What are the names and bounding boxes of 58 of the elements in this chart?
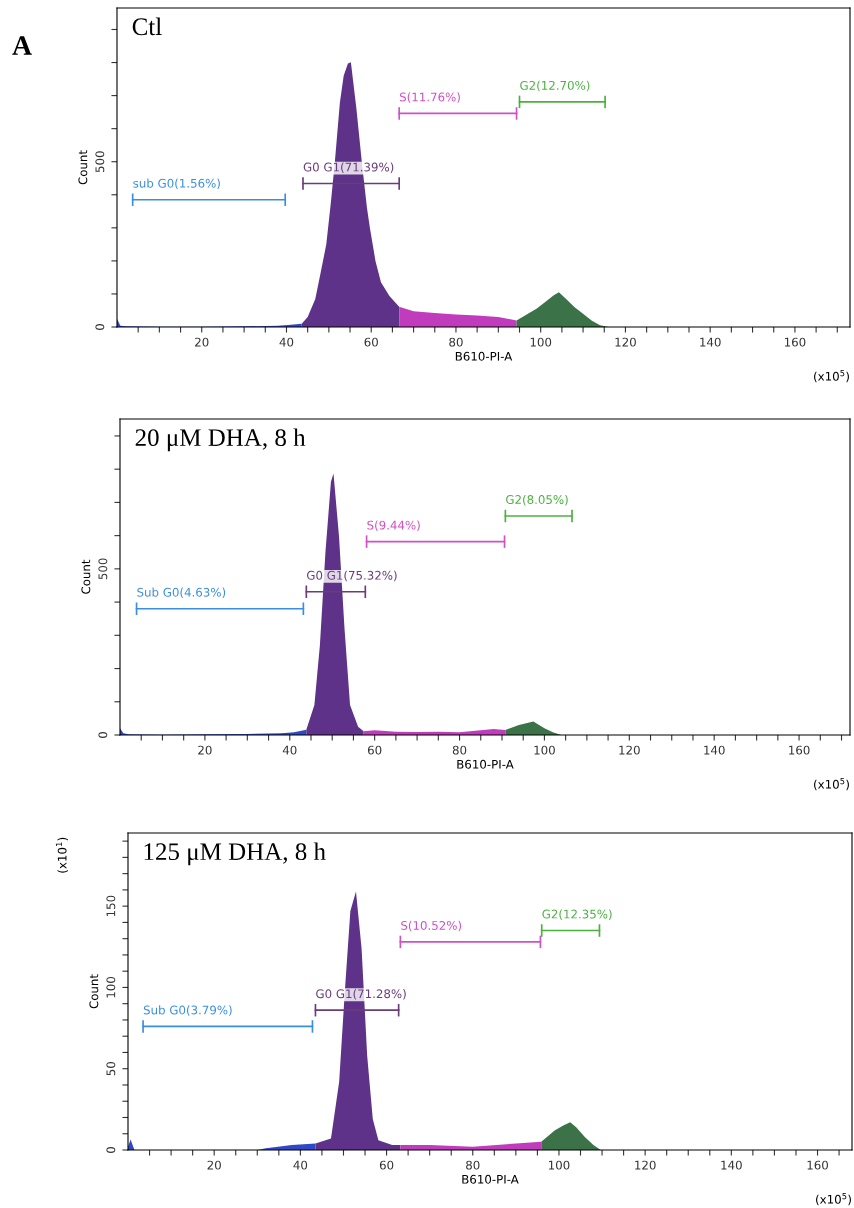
x-tick-label: 40 xyxy=(282,745,297,755)
y-axis-title: Count xyxy=(78,150,88,185)
y-tick-label: 50 xyxy=(106,1061,116,1076)
x-tick-label: 20 xyxy=(198,745,212,755)
x-tick-label: 60 xyxy=(367,745,382,755)
series-label: Sub G0(3.79%) xyxy=(143,1005,232,1016)
series-label: G0 G1(71.39%) xyxy=(303,162,394,173)
x-tick-label: 80 xyxy=(452,745,467,755)
x-tick-label: 160 xyxy=(807,1160,829,1170)
y-tick-label: 100 xyxy=(106,976,116,998)
x-tick-label: 80 xyxy=(466,1160,480,1170)
x-axis-title: B610-PI-A xyxy=(455,351,513,361)
series-label: Sub G0(4.63%) xyxy=(137,587,226,599)
x-tick-label: 140 xyxy=(704,745,725,755)
series-label: sub G0(1.56%) xyxy=(133,178,220,190)
x-tick-label: 40 xyxy=(279,337,294,347)
x-axis-title: B610-PI-A xyxy=(462,1174,519,1184)
x-tick-label: 80 xyxy=(449,337,463,347)
x-tick-label: 60 xyxy=(379,1160,394,1170)
x-axis-title: B610-PI-A xyxy=(457,759,514,769)
series-label: G0 G1(75.32%) xyxy=(306,570,397,582)
y-tick-label: 0 xyxy=(95,324,105,330)
x-tick-label: 120 xyxy=(635,1160,656,1170)
x-tick-label: 160 xyxy=(784,337,806,347)
x-tick-label: 20 xyxy=(207,1160,221,1170)
x-tick-label: 100 xyxy=(530,337,552,347)
series-label: G0 G1(71.28%) xyxy=(316,989,406,1000)
text: (x10$^{1}$) xyxy=(55,837,68,873)
series-label: G2(8.05%) xyxy=(506,494,568,506)
series-label: S(9.44%) xyxy=(367,520,420,531)
series-label: S(11.76%) xyxy=(399,92,460,103)
text: (x10$^{5}$) xyxy=(814,370,849,383)
series-label: S(10.52%) xyxy=(401,920,462,932)
y-tick-label: 500 xyxy=(95,151,105,173)
chart-title: Ctl xyxy=(132,17,162,36)
x-tick-label: 120 xyxy=(619,745,640,755)
series-label: G2(12.70%) xyxy=(520,80,590,92)
y-axis-title: Count xyxy=(89,974,99,1009)
x-tick-label: 20 xyxy=(195,337,209,347)
y-tick-label: 0 xyxy=(106,1147,116,1153)
x-tick-label: 100 xyxy=(548,1160,570,1170)
x-tick-label: 40 xyxy=(293,1160,308,1170)
x-tick-label: 100 xyxy=(534,745,555,755)
y-tick-label: 0 xyxy=(98,732,108,738)
y-axis-title: Count xyxy=(81,559,91,594)
text: (x10$^{5}$) xyxy=(816,1193,851,1206)
x-tick-label: 120 xyxy=(615,337,636,347)
x-tick-label: 160 xyxy=(789,745,810,755)
x-tick-label: 140 xyxy=(700,337,721,347)
series-label: G2(12.35%) xyxy=(542,909,612,920)
x-tick-label: 140 xyxy=(721,1160,742,1170)
text: (x10$^{5}$) xyxy=(814,778,849,791)
y-tick-label: 500 xyxy=(98,558,108,580)
y-tick-label: 150 xyxy=(106,895,116,917)
chart-title: 125 μM DHA, 8 h xyxy=(144,842,326,866)
text: A xyxy=(12,36,32,55)
x-tick-label: 60 xyxy=(364,337,378,347)
chart-title: 20 μM DHA, 8 h xyxy=(135,428,306,452)
